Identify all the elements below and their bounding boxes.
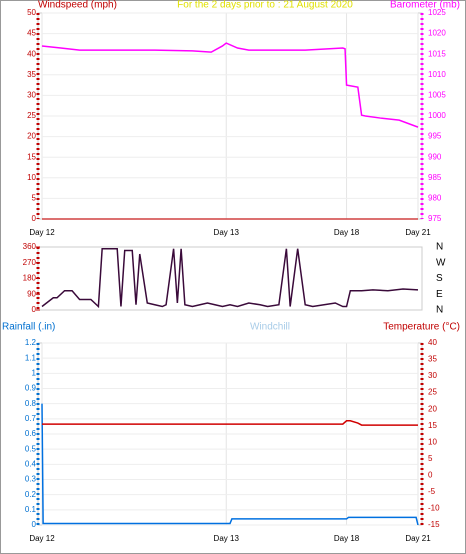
y2-tick-label: 20 xyxy=(428,404,437,413)
y-tick-label: 0 xyxy=(32,305,37,314)
y2-axis-label: Barometer (mb) xyxy=(390,0,460,11)
y2-tick-label: 15 xyxy=(428,421,437,430)
y-tick-label: 1 xyxy=(32,368,37,377)
y2-tick-label: N xyxy=(436,242,443,253)
x-tick-label: Day 18 xyxy=(334,534,360,543)
chart-title: For the 2 days prior to : 21 August 2020 xyxy=(177,0,353,11)
y-tick-label: 25 xyxy=(27,111,36,120)
y2-tick-label: 1015 xyxy=(428,49,446,58)
y-tick-label: 50 xyxy=(27,8,36,17)
y2-tick-label: 25 xyxy=(428,388,437,397)
x-tick-label: Day 12 xyxy=(29,534,55,543)
y2-tick-label: 1025 xyxy=(428,8,446,17)
y2-tick-label: 5 xyxy=(428,454,433,463)
windchill-label: Windchill xyxy=(250,322,290,333)
y-tick-label: 270 xyxy=(23,258,37,267)
y2-tick-label: 980 xyxy=(428,194,442,203)
y-tick-label: 0.8 xyxy=(25,399,37,408)
x-tick-label: Day 18 xyxy=(334,228,360,237)
y-tick-label: 0 xyxy=(32,520,37,529)
y2-tick-label: -5 xyxy=(428,487,436,496)
x-tick-label: Day 13 xyxy=(214,534,240,543)
y2-tick-label: 30 xyxy=(428,371,437,380)
y-tick-label: 360 xyxy=(23,242,37,251)
y2-tick-label: 10 xyxy=(428,437,437,446)
y2-tick-label: 1020 xyxy=(428,29,446,38)
series-line xyxy=(41,403,419,526)
y-tick-label: 20 xyxy=(27,132,36,141)
y2-tick-label: -10 xyxy=(428,504,440,513)
y2-tick-label: W xyxy=(436,257,446,268)
y-tick-label: 1.1 xyxy=(25,353,37,362)
y-tick-label: 0.4 xyxy=(25,459,37,468)
y-tick-label: 180 xyxy=(23,274,37,283)
y2-tick-label: 1005 xyxy=(428,91,446,100)
y2-tick-label: S xyxy=(436,273,443,284)
y-tick-label: 10 xyxy=(27,173,36,182)
x-tick-label: Day 12 xyxy=(29,228,55,237)
y-tick-label: 5 xyxy=(32,194,37,203)
y2-tick-label: 985 xyxy=(428,173,442,182)
y2-axis-label: Temperature (°C) xyxy=(383,322,460,333)
y-tick-label: 0.1 xyxy=(25,505,37,514)
y-tick-label: 90 xyxy=(27,289,36,298)
y2-tick-label: 975 xyxy=(428,214,442,223)
y2-tick-label: 0 xyxy=(428,470,433,479)
series-line xyxy=(41,248,419,309)
x-tick-label: Day 13 xyxy=(214,228,240,237)
y-tick-label: 0.3 xyxy=(25,475,37,484)
y2-tick-label: 990 xyxy=(428,152,442,161)
y-tick-label: 30 xyxy=(27,91,36,100)
y2-tick-label: N xyxy=(436,305,443,316)
y-tick-label: 0.5 xyxy=(25,444,37,453)
y2-tick-label: 1010 xyxy=(428,70,446,79)
series-line xyxy=(41,42,419,128)
y-axis-label: Windspeed (mph) xyxy=(38,0,117,11)
y2-tick-label: 995 xyxy=(428,132,442,141)
y-tick-label: 0.9 xyxy=(25,384,37,393)
y-tick-label: 1.2 xyxy=(25,338,37,347)
y2-tick-label: -15 xyxy=(428,520,440,529)
y-tick-label: 15 xyxy=(27,152,36,161)
y-tick-label: 0 xyxy=(32,214,37,223)
y2-tick-label: 40 xyxy=(428,338,437,347)
y-axis-label: Rainfall (.in) xyxy=(2,322,55,333)
series-line xyxy=(42,420,418,426)
y2-tick-label: 1000 xyxy=(428,111,446,120)
x-tick-label: Day 21 xyxy=(405,228,431,237)
y-tick-label: 0.2 xyxy=(25,490,37,499)
x-tick-label: Day 21 xyxy=(405,534,431,543)
y-tick-label: 0.7 xyxy=(25,414,37,423)
y-tick-label: 35 xyxy=(27,70,36,79)
y-tick-label: 40 xyxy=(27,49,36,58)
y2-tick-label: 35 xyxy=(428,355,437,364)
y-tick-label: 0.6 xyxy=(25,429,37,438)
y-tick-label: 45 xyxy=(27,29,36,38)
y2-tick-label: E xyxy=(436,289,443,300)
